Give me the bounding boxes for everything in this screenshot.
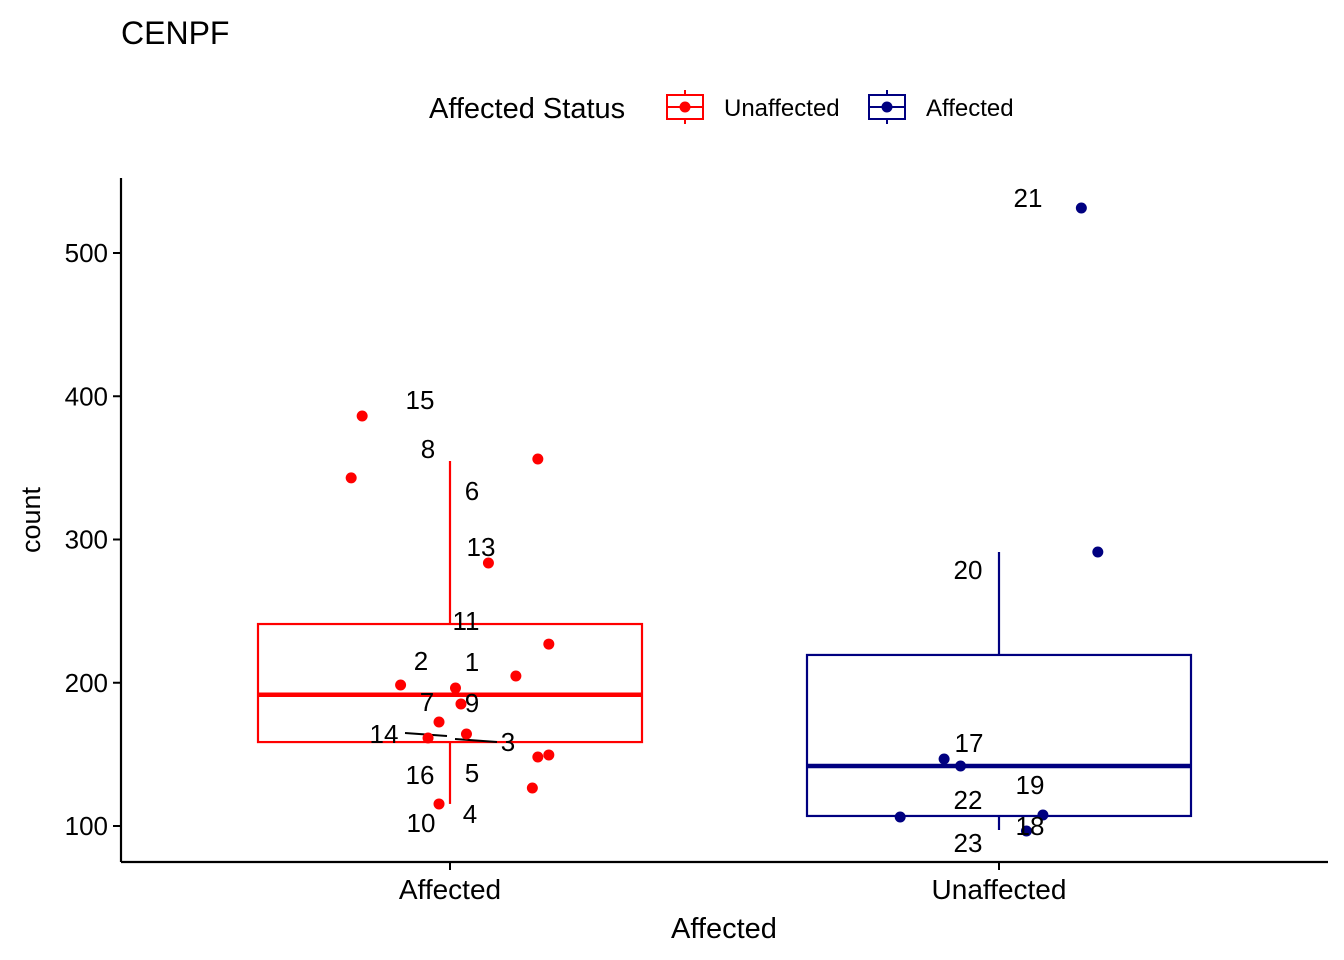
data-point — [449, 682, 461, 694]
y-axis-label: count — [16, 486, 46, 553]
box-body — [805, 653, 1193, 818]
data-point — [482, 557, 494, 569]
legend-label: Affected — [926, 95, 1014, 122]
data-point — [955, 760, 967, 772]
point-label: 18 — [1016, 811, 1045, 841]
data-point — [345, 472, 357, 484]
point-label: 11 — [453, 606, 480, 636]
point-label: 14 — [370, 719, 399, 749]
point-label: 16 — [406, 760, 435, 790]
point-label: 7 — [420, 687, 434, 717]
y-tick-label: 500 — [65, 238, 108, 268]
legend-point — [679, 101, 691, 113]
point-label: 4 — [463, 799, 477, 829]
data-point — [460, 728, 472, 740]
data-point — [395, 679, 407, 691]
point-label: 22 — [954, 785, 983, 815]
data-point — [455, 698, 467, 710]
y-tick-label: 200 — [65, 668, 108, 698]
box-unaffected — [805, 551, 1193, 831]
point-label: 19 — [1016, 770, 1045, 800]
point-label: 15 — [406, 385, 435, 415]
point-label: 13 — [467, 532, 496, 562]
legend: Affected Status Unaffected Affected — [429, 90, 1014, 125]
data-point — [526, 782, 538, 794]
y-tick-label: 400 — [65, 381, 108, 411]
data-point — [543, 749, 555, 761]
point-label: 20 — [954, 555, 983, 585]
point-label: 21 — [1014, 183, 1043, 213]
point-label: 17 — [955, 728, 984, 758]
point-label: 6 — [465, 476, 479, 506]
legend-point — [881, 101, 893, 113]
data-point — [1075, 202, 1087, 214]
point-label: 8 — [421, 434, 435, 464]
point-label: 9 — [465, 688, 479, 718]
point-label: 5 — [465, 758, 479, 788]
legend-title: Affected Status — [429, 93, 625, 125]
data-point — [1020, 825, 1032, 837]
data-point — [1037, 809, 1049, 821]
y-tick-label: 300 — [65, 525, 108, 555]
data-point — [433, 798, 445, 810]
data-point — [1092, 546, 1104, 558]
data-point — [422, 732, 434, 744]
data-point — [433, 716, 445, 728]
box-affected — [256, 460, 644, 804]
box-body — [256, 622, 644, 744]
point-label: 10 — [407, 808, 436, 838]
data-point — [543, 638, 555, 650]
x-axis-label: Affected — [671, 913, 777, 945]
point-label: 1 — [465, 647, 479, 677]
point-label: 2 — [414, 646, 428, 676]
legend-key-affected: Affected — [868, 90, 1014, 124]
data-point — [894, 811, 906, 823]
point-label: 3 — [501, 727, 515, 757]
x-tick-label: Unaffected — [932, 874, 1067, 905]
x-tick-label: Affected — [399, 874, 501, 905]
data-point — [356, 410, 368, 422]
data-point — [938, 753, 950, 765]
data-point — [532, 751, 544, 763]
legend-key-unaffected: Unaffected — [666, 90, 840, 124]
data-point — [532, 453, 544, 465]
legend-label: Unaffected — [724, 95, 840, 122]
data-point — [510, 670, 522, 682]
point-label: 23 — [954, 828, 983, 858]
label-segment — [454, 738, 498, 743]
y-tick-label: 100 — [65, 811, 108, 841]
chart-title: CENPF — [121, 15, 229, 51]
